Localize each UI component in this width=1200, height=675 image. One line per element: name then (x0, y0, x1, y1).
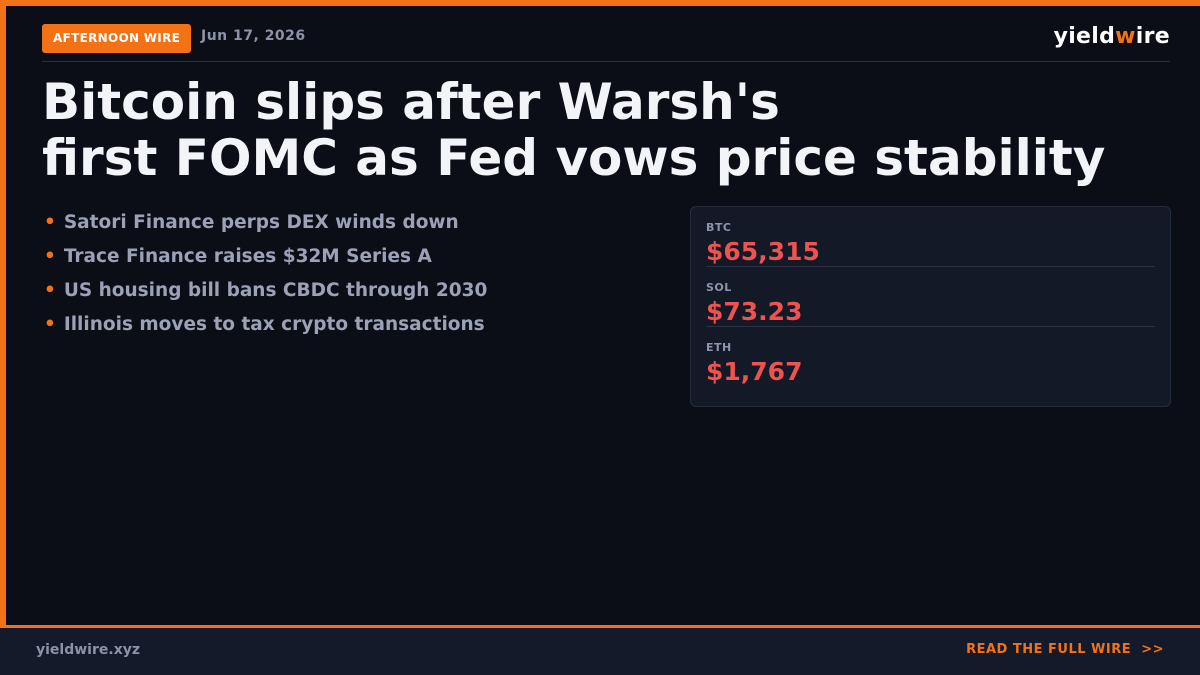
double-chevron-right-icon: >> (1141, 642, 1164, 657)
cta-label: READ THE FULL WIRE (966, 642, 1132, 657)
logo-prefix: yield (1053, 24, 1116, 49)
card-frame: AFTERNOON WIRE Jun 17, 2026 yieldwire Bi… (0, 0, 1200, 628)
header: AFTERNOON WIRE Jun 17, 2026 yieldwire (42, 24, 1170, 62)
edition-badge: AFTERNOON WIRE (42, 24, 192, 53)
bullet-dot-icon: • (44, 212, 56, 233)
price-value: $1,767 (706, 357, 803, 386)
price-ticker: ETH (706, 341, 732, 354)
list-item: • US housing bill bans CBDC through 2030 (44, 274, 664, 308)
bullet-dot-icon: • (44, 280, 56, 301)
footer: yieldwire.xyz READ THE FULL WIRE >> (0, 625, 1200, 675)
logo-accent: w (1115, 24, 1136, 49)
price-value: $65,315 (706, 237, 820, 266)
bullet-text: Satori Finance perps DEX winds down (63, 212, 459, 233)
price-row-sol: SOL $73.23 (706, 267, 1155, 327)
logo-suffix: ire (1135, 24, 1170, 49)
bullet-text: Trace Finance raises $32M Series A (63, 246, 432, 267)
headline-line-2: first FOMC as Fed vows price stability (42, 129, 1106, 187)
site-link[interactable]: yieldwire.xyz (36, 642, 140, 658)
bullet-dot-icon: • (44, 314, 56, 335)
price-row-eth: ETH $1,767 (706, 327, 1155, 387)
price-ticker: BTC (706, 221, 732, 234)
price-panel: BTC $65,315 SOL $73.23 ETH $1,767 (690, 206, 1171, 407)
headline: Bitcoin slips after Warsh's first FOMC a… (42, 74, 1172, 186)
publish-date: Jun 17, 2026 (201, 28, 306, 44)
list-item: • Satori Finance perps DEX winds down (44, 206, 664, 240)
price-row-btc: BTC $65,315 (706, 207, 1155, 267)
price-ticker: SOL (706, 281, 732, 294)
bullet-text: Illinois moves to tax crypto transaction… (63, 314, 485, 335)
brand-logo: yieldwire (1054, 24, 1170, 49)
price-value: $73.23 (706, 297, 803, 326)
headline-line-1: Bitcoin slips after Warsh's (42, 73, 780, 131)
bullet-text: US housing bill bans CBDC through 2030 (63, 280, 488, 301)
bullet-dot-icon: • (44, 246, 56, 267)
news-bullet-list: • Satori Finance perps DEX winds down • Tr… (44, 206, 664, 342)
list-item: • Illinois moves to tax crypto transactio… (44, 308, 664, 342)
list-item: • Trace Finance raises $32M Series A (44, 240, 664, 274)
read-full-wire-link[interactable]: READ THE FULL WIRE >> (966, 642, 1164, 657)
